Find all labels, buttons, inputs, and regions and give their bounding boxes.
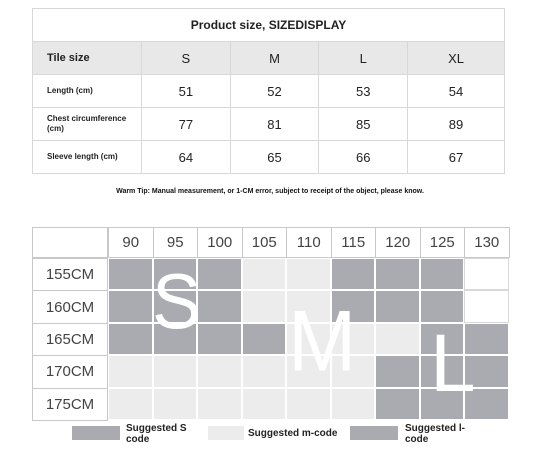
- legend-l: Suggested l-code: [350, 423, 490, 445]
- table-cell: 64: [141, 140, 231, 174]
- big-letter-m: M: [288, 293, 357, 390]
- size-cell: [241, 355, 286, 388]
- big-letter-s: S: [152, 257, 202, 345]
- size-cell: [330, 258, 375, 291]
- size-cell: [197, 258, 242, 291]
- size-cell: [419, 355, 464, 388]
- size-cell: [464, 290, 509, 323]
- height-label: 165CM: [32, 322, 108, 357]
- size-cell: [419, 322, 464, 356]
- legend-label-l: Suggested l-code: [405, 423, 466, 445]
- size-cell: [152, 322, 197, 356]
- size-cell: [464, 355, 509, 388]
- size-cell: [464, 322, 509, 356]
- size-cell: [197, 290, 242, 323]
- size-cell: [419, 387, 464, 420]
- legend-label-m: Suggested m-code: [248, 428, 338, 439]
- size-cell: [108, 355, 153, 388]
- size-cell: [464, 387, 509, 420]
- height-label: 170CM: [32, 355, 108, 389]
- size-cell: [375, 322, 420, 356]
- size-cell: [152, 355, 197, 388]
- size-cell: [330, 290, 375, 323]
- size-cell: [375, 258, 420, 291]
- size-table-title: Product size, SIZEDISPLAY: [32, 8, 505, 42]
- size-l-header: L: [318, 41, 409, 75]
- size-cell: [108, 322, 153, 356]
- table-cell: 54: [407, 74, 505, 108]
- size-cell: [375, 290, 420, 323]
- legend-label-s: Suggested S code: [126, 423, 187, 445]
- table-cell: 77: [141, 107, 231, 141]
- size-m-header: M: [229, 41, 320, 75]
- height-label: 155CM: [32, 258, 108, 292]
- weight-header: 95: [152, 227, 198, 258]
- warm-tip: Warm Tip: Manual measurement, or 1-CM er…: [116, 188, 424, 195]
- table-row: Length (cm) 51 52 53 54: [32, 74, 505, 108]
- size-cell: [286, 387, 331, 420]
- height-label: 160CM: [32, 290, 108, 324]
- table-cell: 66: [318, 140, 409, 174]
- size-cell: [241, 258, 286, 291]
- row-label: Sleeve length (cm): [32, 140, 142, 174]
- weight-header: 100: [197, 227, 243, 258]
- table-cell: 67: [407, 140, 505, 174]
- table-cell: 52: [229, 74, 320, 108]
- size-cell: [464, 258, 509, 291]
- table-cell: 51: [141, 74, 231, 108]
- legend-m: Suggested m-code: [208, 426, 358, 443]
- size-cell: [419, 258, 464, 291]
- table-row: Sleeve length (cm) 64 65 66 67: [32, 140, 505, 174]
- weight-header: 120: [375, 227, 421, 258]
- size-s-header: S: [141, 41, 231, 75]
- size-cell: [330, 322, 375, 356]
- size-cell: [197, 355, 242, 388]
- weight-header: 125: [419, 227, 465, 258]
- table-cell: 85: [318, 107, 409, 141]
- size-cell: [152, 387, 197, 420]
- grid-corner: [32, 227, 108, 258]
- size-cell: [286, 322, 331, 356]
- size-cell: [197, 322, 242, 356]
- legend-swatch-m: [208, 426, 244, 440]
- size-cell: [108, 258, 153, 291]
- size-cell: [330, 387, 375, 420]
- table-cell: 89: [407, 107, 505, 141]
- size-cell: [152, 290, 197, 323]
- size-cell: [286, 258, 331, 291]
- weight-header: 105: [241, 227, 287, 258]
- legend-s: Suggested S code: [72, 423, 187, 445]
- table-cell: 53: [318, 74, 409, 108]
- table-row: Chest circumference (cm) 77 81 85 89: [32, 107, 505, 141]
- size-cell: [197, 387, 242, 420]
- table-cell: 81: [229, 107, 320, 141]
- legend-swatch-l: [350, 426, 398, 440]
- size-recommendation-grid: 90 95 100 105 110 115 120 125 130 155CM 160CM 165CM…: [32, 227, 510, 421]
- weight-header: 130: [464, 227, 510, 258]
- size-cell: [286, 290, 331, 323]
- row-label: Chest circumference (cm): [32, 107, 142, 141]
- size-xl-header: XL: [407, 41, 505, 75]
- size-cell: [330, 355, 375, 388]
- size-cell: [419, 290, 464, 323]
- size-cell: [375, 355, 420, 388]
- size-cell: [108, 290, 153, 323]
- big-letter-l: L: [430, 318, 476, 409]
- size-cell: [286, 355, 331, 388]
- legend-swatch-s: [72, 426, 120, 440]
- size-cell: [108, 387, 153, 420]
- tile-size-label: Tile size: [32, 41, 142, 75]
- size-cell: [241, 322, 286, 356]
- size-cell: [375, 387, 420, 420]
- table-cell: 65: [229, 140, 320, 174]
- weight-header: 115: [330, 227, 376, 258]
- height-label: 175CM: [32, 387, 108, 421]
- size-cell: [241, 290, 286, 323]
- row-label: Length (cm): [32, 74, 142, 108]
- size-table: Product size, SIZEDISPLAY Tile size S M …: [32, 8, 505, 174]
- size-cell: [241, 387, 286, 420]
- weight-header: 90: [108, 227, 154, 258]
- size-cell: [152, 258, 197, 291]
- weight-header: 110: [286, 227, 332, 258]
